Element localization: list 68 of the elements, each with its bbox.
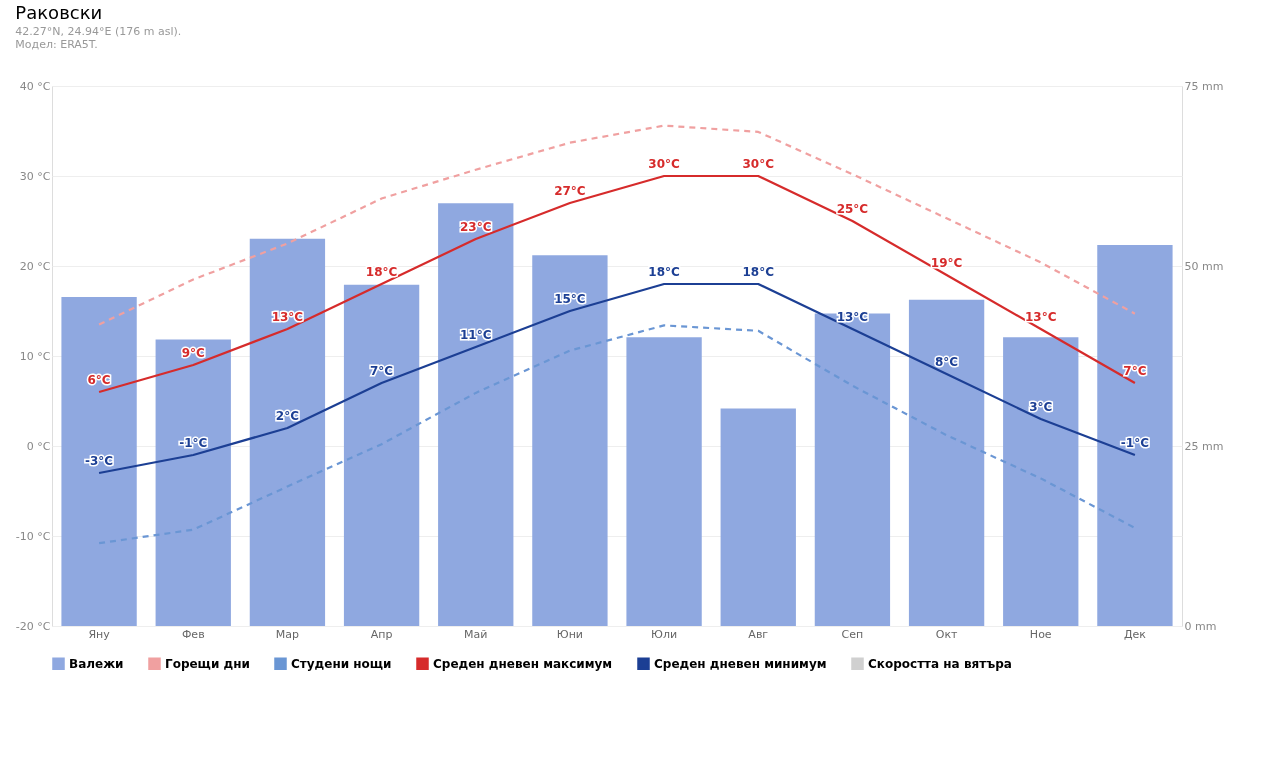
x-tick-label: Окт bbox=[935, 627, 959, 641]
data-label: -1°C bbox=[1120, 436, 1150, 450]
x-tick-label: Ное bbox=[1029, 627, 1052, 641]
data-label: 18°C bbox=[742, 265, 775, 279]
y-tick-label: 20 °C bbox=[19, 259, 51, 273]
y2-tick-label: 75 mm bbox=[1184, 79, 1224, 93]
x-tick-label: Юни bbox=[556, 627, 584, 641]
x-tick-label: Апр bbox=[370, 627, 393, 641]
data-label: 15°C bbox=[554, 292, 586, 306]
bar bbox=[155, 339, 231, 626]
bar bbox=[532, 255, 608, 626]
x-tick-label: Юли bbox=[651, 627, 678, 641]
x-tick-label: Авг bbox=[748, 627, 769, 641]
bar bbox=[1097, 245, 1173, 626]
bar bbox=[343, 284, 420, 626]
bar bbox=[814, 313, 891, 626]
data-label: 3°C bbox=[1029, 400, 1053, 414]
bar bbox=[908, 299, 985, 626]
bar bbox=[626, 337, 702, 626]
data-label: 13°C bbox=[271, 310, 304, 324]
x-tick-label: Май bbox=[464, 627, 488, 641]
x-tick-label: Фев bbox=[181, 627, 205, 641]
legend-label: Студени нощи bbox=[291, 656, 392, 671]
data-label: 13°C bbox=[836, 310, 869, 324]
data-label: 25°C bbox=[836, 202, 869, 216]
y-tick-label: 40 °C bbox=[19, 79, 51, 93]
y2-tick-label: 50 mm bbox=[1184, 259, 1224, 273]
bar bbox=[720, 408, 796, 626]
bar bbox=[61, 296, 137, 626]
data-label: -1°C bbox=[179, 436, 208, 450]
x-tick-label: Сеп bbox=[841, 627, 864, 641]
legend-label: Горещи дни bbox=[165, 656, 250, 671]
data-label: 30°C bbox=[648, 157, 681, 171]
bar bbox=[249, 238, 326, 626]
data-label: -3°C bbox=[85, 454, 114, 468]
data-label: 11°C bbox=[459, 328, 492, 342]
legend-label: Скоростта на вятъра bbox=[868, 656, 1012, 671]
chart-title: Раковски bbox=[15, 2, 103, 23]
data-label: 27°C bbox=[554, 184, 586, 198]
legend-label: Среден дневен максимум bbox=[433, 656, 613, 671]
data-label: 13°C bbox=[1024, 310, 1057, 324]
y-tick-label: -10 °C bbox=[15, 529, 51, 543]
data-label: 30°C bbox=[742, 157, 775, 171]
line-series bbox=[97, 124, 1137, 326]
legend-label: Валежи bbox=[69, 656, 124, 671]
data-label: 6°C bbox=[87, 373, 111, 387]
y-tick-label: -20 °C bbox=[15, 619, 51, 633]
bar bbox=[1003, 337, 1079, 626]
y-tick-label: 0 °C bbox=[26, 439, 51, 453]
data-label: 2°C bbox=[275, 409, 300, 423]
data-label: 18°C bbox=[365, 265, 398, 279]
data-label: 23°C bbox=[459, 220, 492, 234]
y2-tick-label: 0 mm bbox=[1184, 619, 1217, 633]
legend-label: Среден дневен минимум bbox=[654, 656, 827, 671]
data-label: 7°C bbox=[1123, 364, 1147, 378]
chart-subtitle: 42.27°N, 24.94°E (176 m asl). Модел: ERA5T. bbox=[15, 25, 182, 51]
x-tick-label: Дек bbox=[1123, 627, 1147, 641]
x-tick-label: Мар bbox=[275, 627, 300, 641]
y-tick-label: 10 °C bbox=[19, 349, 51, 363]
x-tick-label: Яну bbox=[88, 627, 111, 641]
data-label: 7°C bbox=[370, 364, 394, 378]
y-tick-label: 30 °C bbox=[19, 169, 51, 183]
bar bbox=[438, 203, 514, 626]
data-label: 9°C bbox=[181, 346, 206, 360]
y2-tick-label: 25 mm bbox=[1184, 439, 1224, 453]
data-label: 19°C bbox=[930, 256, 963, 270]
data-label: 18°C bbox=[648, 265, 681, 279]
data-label: 8°C bbox=[935, 355, 959, 369]
